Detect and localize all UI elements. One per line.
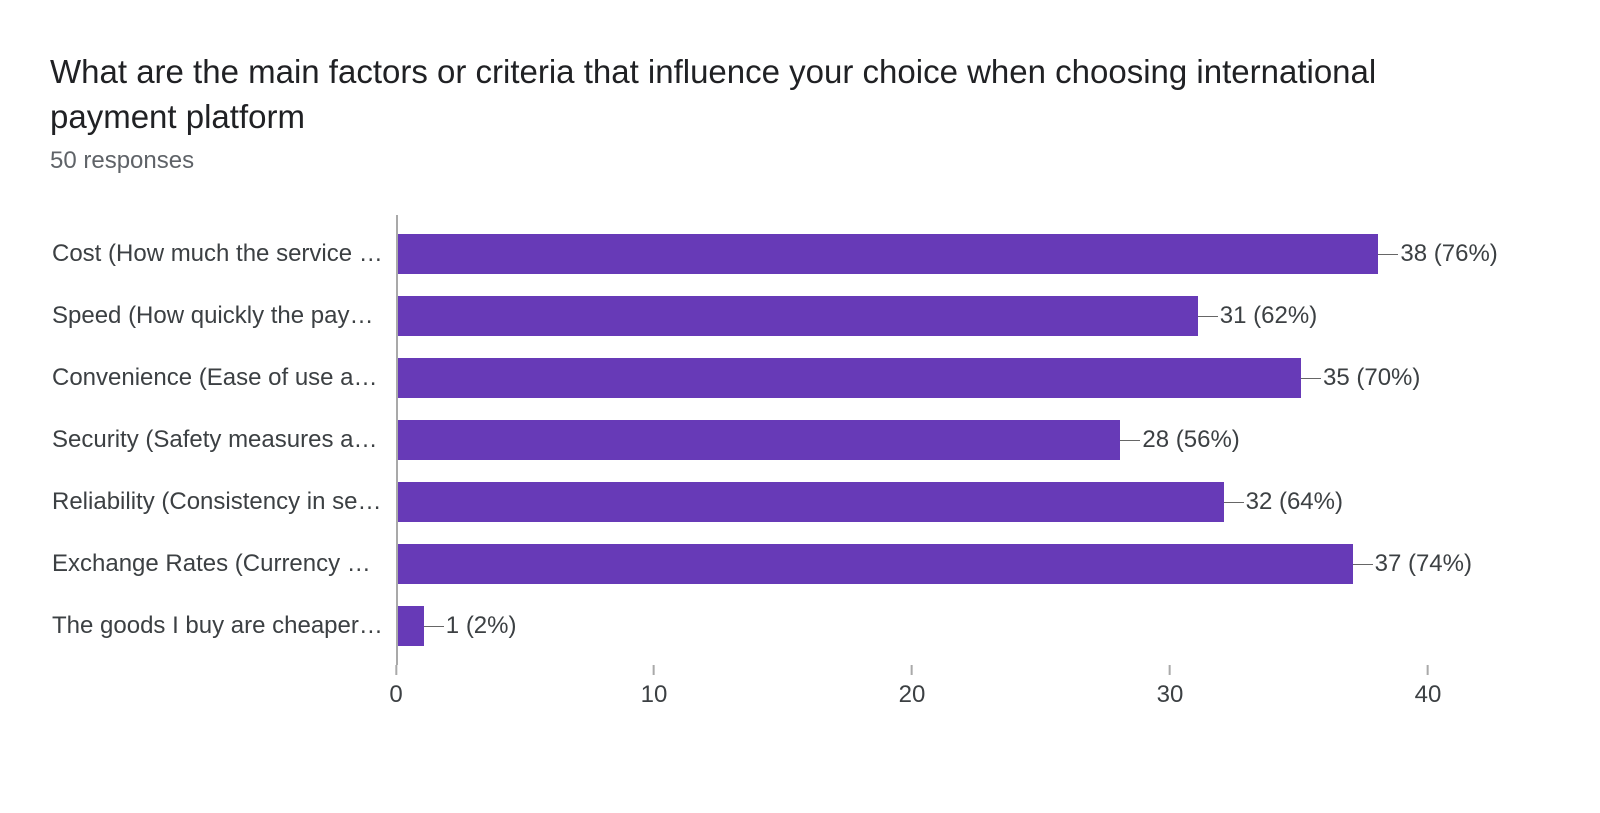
bar-row: Speed (How quickly the payme…31 (62%) <box>398 285 1540 347</box>
bar <box>398 606 424 646</box>
x-tick-mark <box>1427 665 1429 675</box>
value-text: 37 (74%) <box>1375 550 1472 578</box>
category-label: Reliability (Consistency in servi… <box>52 488 398 516</box>
bar-row: Convenience (Ease of use and…35 (70%) <box>398 347 1540 409</box>
x-tick-label: 30 <box>1157 681 1184 709</box>
plot-area: Cost (How much the service co…38 (76%)Sp… <box>396 215 1540 665</box>
bar-chart: Cost (How much the service co…38 (76%)Sp… <box>50 215 1540 715</box>
bar-cell: 38 (76%) <box>398 234 1378 274</box>
chart-subtitle: 50 responses <box>50 147 1540 175</box>
x-tick-mark <box>911 665 913 675</box>
bar-cell: 35 (70%) <box>398 358 1301 398</box>
category-label: The goods I buy are cheaper o… <box>52 612 398 640</box>
bar <box>398 544 1353 584</box>
value-leader-line <box>1353 564 1373 565</box>
bar-row: Exchange Rates (Currency Co…37 (74%) <box>398 533 1540 595</box>
value-leader-line <box>1378 254 1398 255</box>
value-leader-line <box>1120 440 1140 441</box>
value-label: 38 (76%) <box>1378 240 1497 268</box>
value-text: 1 (2%) <box>446 612 517 640</box>
bar-cell: 31 (62%) <box>398 296 1198 336</box>
x-tick-mark <box>653 665 655 675</box>
x-tick: 30 <box>1157 665 1184 709</box>
value-label: 31 (62%) <box>1198 302 1317 330</box>
chart-title: What are the main factors or criteria th… <box>50 50 1480 139</box>
bar-cell: 1 (2%) <box>398 606 424 646</box>
value-leader-line <box>424 626 444 627</box>
value-text: 38 (76%) <box>1400 240 1497 268</box>
bar-row: The goods I buy are cheaper o…1 (2%) <box>398 595 1540 657</box>
bar-row: Reliability (Consistency in servi…32 (64… <box>398 471 1540 533</box>
x-tick: 10 <box>641 665 668 709</box>
value-label: 37 (74%) <box>1353 550 1472 578</box>
value-leader-line <box>1224 502 1244 503</box>
bar <box>398 420 1120 460</box>
value-label: 28 (56%) <box>1120 426 1239 454</box>
x-tick-label: 40 <box>1415 681 1442 709</box>
x-tick: 20 <box>899 665 926 709</box>
value-text: 28 (56%) <box>1142 426 1239 454</box>
x-axis: 010203040 <box>396 665 1488 715</box>
value-label: 1 (2%) <box>424 612 517 640</box>
bar-cell: 32 (64%) <box>398 482 1224 522</box>
x-tick-label: 20 <box>899 681 926 709</box>
value-leader-line <box>1301 378 1321 379</box>
x-tick-mark <box>1169 665 1171 675</box>
bar-row: Cost (How much the service co…38 (76%) <box>398 223 1540 285</box>
value-label: 32 (64%) <box>1224 488 1343 516</box>
category-label: Speed (How quickly the payme… <box>52 302 398 330</box>
category-label: Cost (How much the service co… <box>52 240 398 268</box>
bar <box>398 358 1301 398</box>
value-text: 31 (62%) <box>1220 302 1317 330</box>
bar-cell: 28 (56%) <box>398 420 1120 460</box>
bar-cell: 37 (74%) <box>398 544 1353 584</box>
x-tick-label: 0 <box>389 681 402 709</box>
value-label: 35 (70%) <box>1301 364 1420 392</box>
value-leader-line <box>1198 316 1218 317</box>
x-tick-label: 10 <box>641 681 668 709</box>
chart-container: What are the main factors or criteria th… <box>0 0 1600 755</box>
bar-row: Security (Safety measures and…28 (56%) <box>398 409 1540 471</box>
bar <box>398 296 1198 336</box>
bar <box>398 234 1378 274</box>
category-label: Convenience (Ease of use and… <box>52 364 398 392</box>
value-text: 32 (64%) <box>1246 488 1343 516</box>
bar <box>398 482 1224 522</box>
x-tick-mark <box>395 665 397 675</box>
value-text: 35 (70%) <box>1323 364 1420 392</box>
category-label: Security (Safety measures and… <box>52 426 398 454</box>
category-label: Exchange Rates (Currency Co… <box>52 550 398 578</box>
x-tick: 0 <box>389 665 402 709</box>
x-tick: 40 <box>1415 665 1442 709</box>
